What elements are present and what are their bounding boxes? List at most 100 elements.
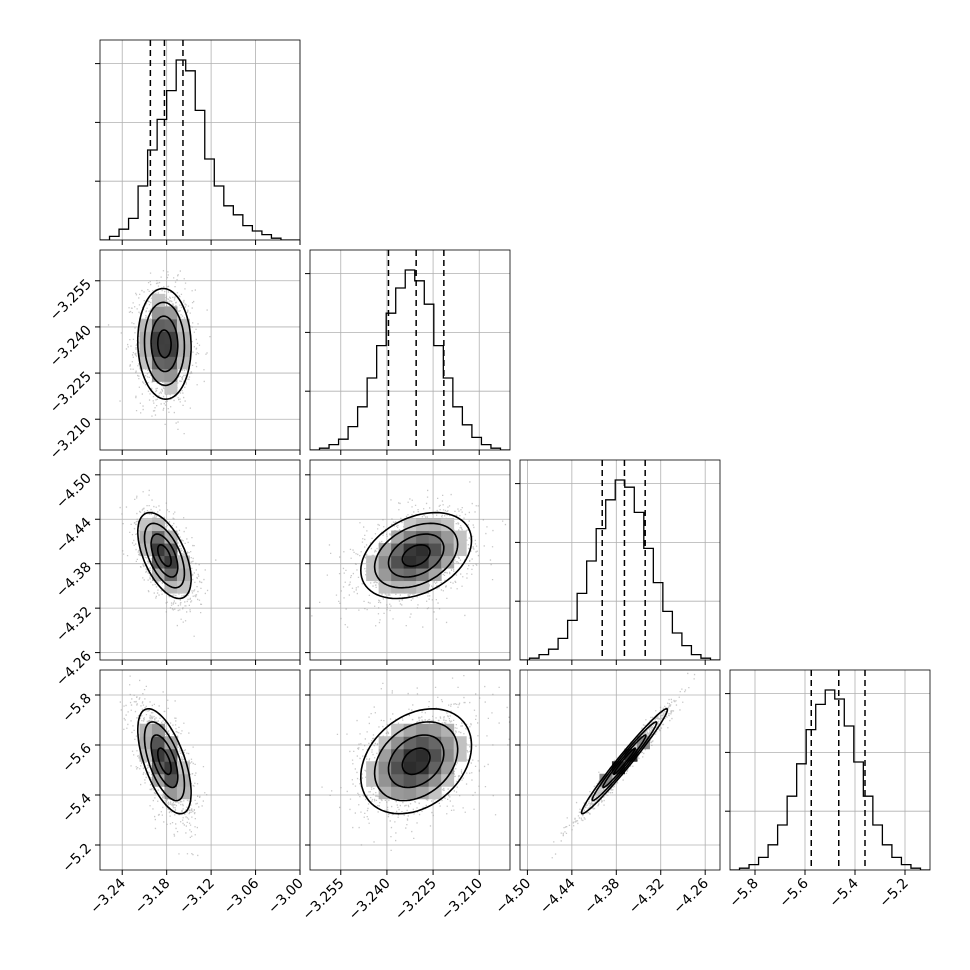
density-cell	[441, 736, 455, 750]
density-cell	[391, 555, 405, 569]
density-cell	[403, 761, 417, 775]
xtick-label-2-4: −4.26	[670, 875, 712, 917]
density-cell	[164, 368, 178, 382]
ytick-label-3-2: −5.6	[59, 740, 94, 775]
density-cell	[378, 786, 392, 800]
density-cell	[139, 518, 153, 532]
density-cell	[164, 318, 178, 332]
panel-2-0: −4.26−4.32−4.38−4.44−4.50	[53, 459, 301, 690]
density-cell	[164, 773, 178, 787]
xtick-label-1-2: −3.225	[392, 876, 440, 924]
ytick-label-3-1: −5.4	[59, 790, 94, 825]
histogram-0	[100, 59, 300, 240]
ytick-label-3-3: −5.8	[59, 691, 94, 726]
density-cell	[391, 530, 405, 544]
contour-3-2-1	[602, 734, 647, 789]
panel-3-2: −4.50 −4.44 −4.38 −4.32 −4.26	[493, 669, 721, 918]
contour-2-0-1	[150, 533, 179, 578]
density-cell	[139, 343, 153, 357]
xtick-label-2-1: −4.44	[537, 875, 579, 917]
ytick-label-2-4: −4.50	[53, 470, 95, 512]
panel-3-0: −3.24 −3.18 −3.12 −3.06 −3.00−5.2−5.4−5.6−5.…	[59, 669, 307, 918]
contour-3-0-3	[137, 708, 192, 815]
density-cell	[151, 736, 165, 750]
ytick-label-2-2: −4.38	[53, 559, 95, 601]
xtick-label-1-3: −3.210	[438, 876, 486, 924]
xtick-label-3-2: −5.4	[826, 875, 861, 910]
contour-3-2-3	[580, 707, 669, 815]
xtick-label-2-2: −4.38	[581, 876, 623, 918]
contour-2-1-2	[373, 522, 459, 589]
density-cell	[151, 293, 165, 307]
density-cell	[176, 580, 190, 594]
density-cell	[428, 748, 442, 762]
xtick-label-3-1: −5.6	[776, 875, 811, 910]
density-cell	[403, 773, 417, 787]
ytick-label-2-0: −4.26	[53, 648, 95, 690]
contour-1-0-2	[143, 301, 186, 387]
panel-frame-3-2	[519, 669, 721, 871]
ytick-label-1-0: −3.210	[47, 415, 95, 463]
contour-3-1-3	[359, 707, 473, 815]
panel-frame-3-1	[309, 669, 511, 871]
density-cell	[416, 736, 430, 750]
ytick-label-3-0: −5.2	[59, 841, 94, 876]
panel-3-3: −5.8 −5.6 −5.4 −5.2	[725, 669, 931, 911]
density-cell	[378, 748, 392, 762]
density-cell	[378, 568, 392, 582]
xtick-label-2-0: −4.50	[493, 876, 535, 918]
density-3-2	[551, 672, 696, 859]
density-cell	[428, 530, 442, 544]
density-cell	[428, 555, 442, 569]
contour-3-0-0	[157, 747, 172, 776]
ytick-label-1-3: −3.255	[47, 276, 95, 324]
density-cell	[151, 356, 165, 370]
density-cell	[164, 568, 178, 582]
xtick-label-0-0: −3.24	[87, 875, 129, 917]
density-cell	[139, 331, 153, 345]
xtick-label-0-3: −3.06	[221, 875, 263, 917]
xtick-label-3-3: −5.2	[876, 876, 911, 911]
contour-1-0-0	[157, 329, 172, 359]
density-cell	[441, 518, 455, 532]
contour-3-0-2	[143, 721, 186, 802]
contour-2-1-0	[401, 543, 431, 568]
density-cell	[391, 761, 405, 775]
histogram-3	[730, 689, 930, 870]
density-cell	[403, 786, 417, 800]
density-3-0	[119, 675, 208, 857]
ytick-label-1-2: −3.240	[47, 322, 95, 370]
density-cell	[403, 568, 417, 582]
density-2-1	[311, 481, 507, 628]
density-2-0	[119, 489, 217, 637]
xtick-label-1-0: −3.255	[300, 876, 348, 924]
density-cell	[378, 580, 392, 594]
panel-2-1	[305, 459, 511, 665]
panel-frame-3-0	[99, 669, 301, 871]
contour-3-1-2	[373, 721, 459, 802]
contour-2-0-3	[137, 511, 192, 600]
panel-frame-2-1	[309, 459, 511, 661]
contour-2-0-2	[143, 522, 186, 589]
density-cell	[416, 580, 430, 594]
panel-1-1	[305, 249, 511, 455]
panel-frame-3-3	[729, 669, 931, 871]
density-cell	[139, 356, 153, 370]
density-cell	[428, 518, 442, 532]
panel-frame-1-1	[309, 249, 511, 451]
histogram-2	[520, 479, 720, 660]
density-cell	[378, 543, 392, 557]
xtick-label-0-1: −3.18	[132, 876, 174, 918]
density-cell	[391, 736, 405, 750]
density-cell	[441, 723, 455, 737]
density-cell	[391, 786, 405, 800]
histogram-1	[310, 269, 510, 450]
density-cell	[441, 761, 455, 775]
density-cell	[428, 723, 442, 737]
contour-1-0-3	[137, 287, 192, 401]
density-cell	[416, 761, 430, 775]
density-cell	[428, 568, 442, 582]
panel-0-0	[95, 39, 301, 245]
density-cell	[391, 568, 405, 582]
